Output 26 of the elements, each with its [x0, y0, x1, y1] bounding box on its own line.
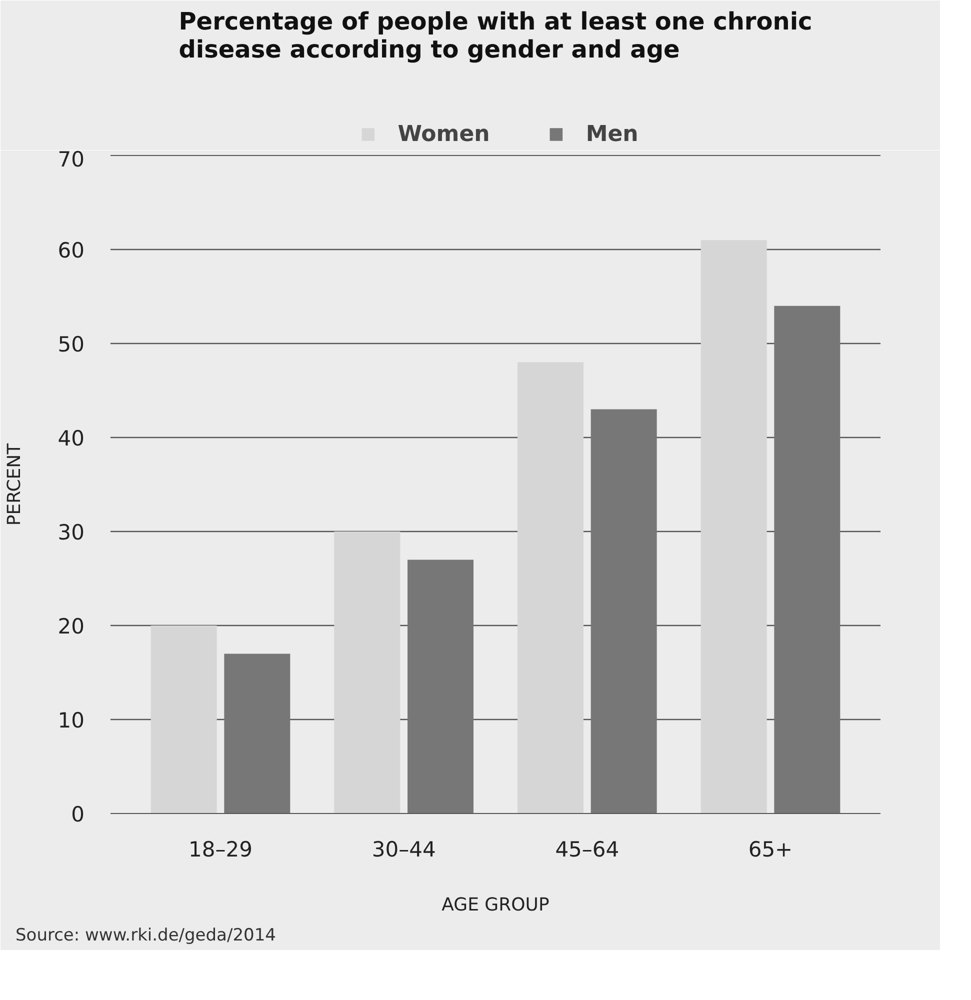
chart-title: Percentage of people with at least one chronic disease according to gender and age: [178, 8, 812, 64]
y-axis-title: PERCENT: [4, 442, 25, 526]
x-tick-label: 45–64: [555, 838, 620, 862]
y-tick-label: 0: [71, 802, 85, 826]
source-note: Source: www.rki.de/geda/2014: [16, 926, 276, 946]
legend-label: Women: [398, 122, 490, 146]
bar: [224, 654, 290, 814]
y-tick-label: 20: [58, 614, 85, 638]
x-tick-label: 18–29: [188, 838, 252, 862]
bar: [700, 240, 767, 814]
y-tick-label: 60: [58, 238, 85, 262]
bar: [590, 409, 657, 814]
y-tick-label: 40: [58, 426, 85, 450]
x-axis-title: AGE GROUP: [442, 894, 550, 916]
legend-label: Men: [586, 122, 638, 146]
bar: [334, 532, 400, 814]
y-tick-label: 70: [58, 148, 85, 172]
bar: [408, 560, 474, 814]
y-tick-label: 30: [58, 520, 85, 544]
bar: [774, 306, 840, 814]
y-tick-label: 50: [58, 332, 85, 356]
x-tick-label: 30–44: [372, 838, 436, 862]
bar: [518, 362, 584, 814]
y-tick-label: 10: [58, 708, 85, 732]
bar: [150, 626, 217, 814]
x-tick-label: 65+: [748, 838, 793, 862]
